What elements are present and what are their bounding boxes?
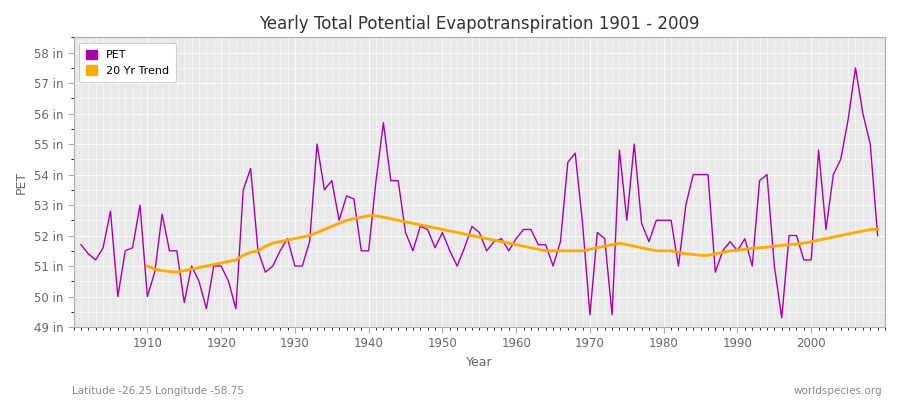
Legend: PET, 20 Yr Trend: PET, 20 Yr Trend <box>79 43 176 82</box>
Title: Yearly Total Potential Evapotranspiration 1901 - 2009: Yearly Total Potential Evapotranspiratio… <box>259 15 699 33</box>
Text: worldspecies.org: worldspecies.org <box>794 386 882 396</box>
Y-axis label: PET: PET <box>15 171 28 194</box>
Text: Latitude -26.25 Longitude -58.75: Latitude -26.25 Longitude -58.75 <box>72 386 244 396</box>
X-axis label: Year: Year <box>466 356 492 369</box>
